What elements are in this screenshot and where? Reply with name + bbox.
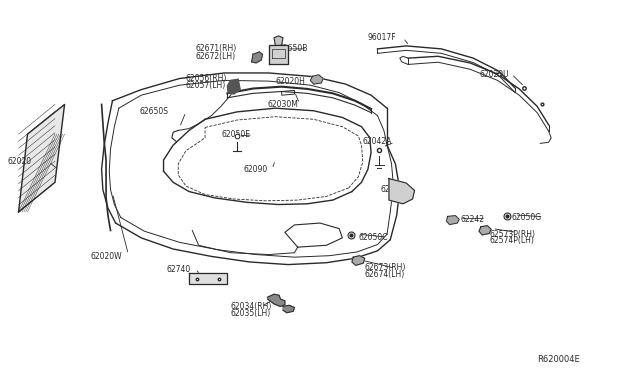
Text: R620004E: R620004E bbox=[537, 355, 580, 364]
Text: 62042A: 62042A bbox=[363, 137, 392, 146]
Text: 62672(LH): 62672(LH) bbox=[195, 52, 236, 61]
Polygon shape bbox=[310, 75, 323, 84]
Text: 62050E: 62050E bbox=[221, 130, 250, 140]
Text: 62574P(LH): 62574P(LH) bbox=[489, 236, 534, 246]
Text: 62573P(RH): 62573P(RH) bbox=[489, 230, 535, 239]
Polygon shape bbox=[269, 45, 288, 64]
Text: 62050C: 62050C bbox=[358, 233, 388, 243]
Polygon shape bbox=[268, 294, 285, 307]
Text: 62034(RH): 62034(RH) bbox=[230, 302, 272, 311]
Text: 62090: 62090 bbox=[243, 165, 268, 174]
Polygon shape bbox=[227, 79, 240, 94]
Polygon shape bbox=[389, 179, 415, 204]
Text: 62020: 62020 bbox=[7, 157, 31, 166]
Text: 62057(LH): 62057(LH) bbox=[186, 81, 226, 90]
Text: 62650B: 62650B bbox=[278, 44, 308, 53]
Text: 62671(RH): 62671(RH) bbox=[195, 44, 237, 53]
Text: 62056(RH): 62056(RH) bbox=[186, 74, 227, 83]
Text: 62740: 62740 bbox=[167, 265, 191, 274]
Polygon shape bbox=[283, 305, 294, 313]
Text: 96017F: 96017F bbox=[368, 33, 397, 42]
Text: 62020U: 62020U bbox=[479, 70, 509, 79]
Polygon shape bbox=[274, 36, 283, 45]
Polygon shape bbox=[19, 105, 65, 212]
Text: 62673(RH): 62673(RH) bbox=[365, 263, 406, 272]
Text: 62030M: 62030M bbox=[268, 100, 298, 109]
Text: 62296: 62296 bbox=[381, 185, 404, 194]
Text: 62242: 62242 bbox=[461, 215, 484, 224]
Polygon shape bbox=[189, 273, 227, 284]
Text: 62020W: 62020W bbox=[90, 252, 122, 261]
Text: 62650S: 62650S bbox=[140, 108, 169, 116]
Polygon shape bbox=[252, 52, 262, 63]
Text: 62020H: 62020H bbox=[275, 77, 305, 86]
Text: 62050G: 62050G bbox=[511, 213, 541, 222]
Text: 62035(LH): 62035(LH) bbox=[230, 309, 271, 318]
Polygon shape bbox=[479, 226, 491, 235]
Polygon shape bbox=[352, 256, 365, 265]
Polygon shape bbox=[447, 216, 460, 225]
Text: 62674(LH): 62674(LH) bbox=[365, 270, 405, 279]
